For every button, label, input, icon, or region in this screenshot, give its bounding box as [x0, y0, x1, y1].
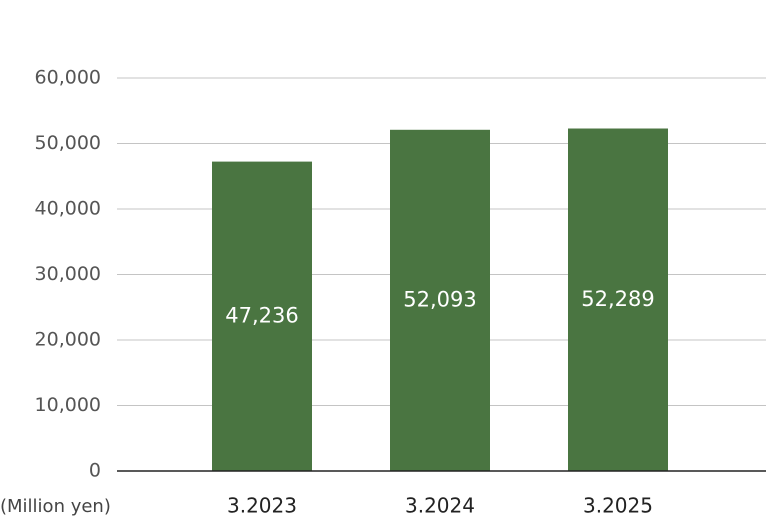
y-tick-label: 0: [89, 460, 101, 482]
y-tick-label: 50,000: [35, 132, 101, 154]
bar: [568, 128, 668, 471]
y-tick-label: 10,000: [35, 394, 101, 416]
x-tick-label: 3.2025: [583, 494, 653, 518]
y-tick-label: 30,000: [35, 263, 101, 285]
x-tick-label: 3.2024: [405, 494, 475, 518]
y-tick-label: 40,000: [35, 198, 101, 220]
bar: [212, 161, 312, 472]
y-tick-label: 60,000: [35, 67, 101, 89]
bar: [390, 129, 490, 472]
y-tick-label: 20,000: [35, 329, 101, 351]
x-tick-label: 3.2023: [227, 494, 297, 518]
unit-label: (Million yen): [0, 496, 111, 517]
value-label: 52,289: [581, 287, 654, 311]
value-label: 52,093: [403, 287, 476, 311]
value-label: 47,236: [225, 303, 298, 327]
